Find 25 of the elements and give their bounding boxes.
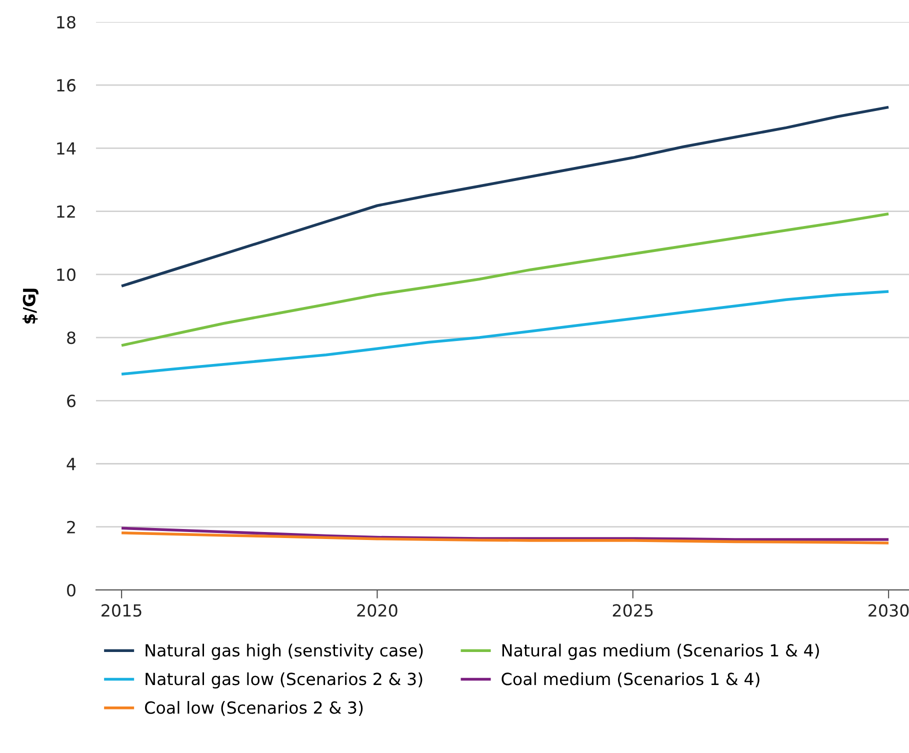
- line-series: [120, 531, 890, 544]
- y-tick-label: 0: [67, 584, 76, 597]
- legend-label: Natural gas low (Scenarios 2 & 3): [146, 672, 422, 689]
- legend-label: Natural gas medium (Scenarios 1 & 4): [502, 644, 819, 660]
- y-axis-title: $/GJ: [22, 288, 39, 324]
- line-series: [120, 106, 890, 288]
- legend-label: Natural gas high (senstivity case): [146, 644, 423, 660]
- y-tick-label: 6: [67, 394, 76, 408]
- line-series: [120, 526, 890, 541]
- y-tick-label: 14: [57, 142, 76, 155]
- y-tick-label: 12: [57, 205, 75, 218]
- x-tick-label: 2025: [612, 604, 653, 617]
- y-tick-label: 8: [67, 332, 76, 344]
- line-series: [120, 212, 890, 347]
- x-tick-label: 2015: [102, 604, 142, 617]
- y-tick-label: 16: [57, 79, 76, 92]
- y-tick-label: 10: [57, 268, 76, 281]
- y-tick-label: 2: [67, 520, 75, 534]
- x-tick-label: 2020: [357, 604, 398, 617]
- legend-label: Coal low (Scenarios 2 & 3): [145, 701, 363, 716]
- y-tick-label: 4: [66, 458, 76, 470]
- y-tick-label: 18: [57, 16, 76, 29]
- line-series: [120, 290, 890, 376]
- x-tick-label: 2030: [868, 604, 909, 617]
- legend-label: Coal medium (Scenarios 1 & 4): [502, 672, 760, 688]
